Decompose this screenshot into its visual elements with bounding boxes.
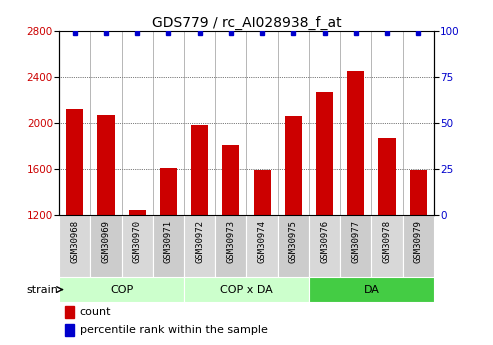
Text: GSM30977: GSM30977 — [352, 220, 360, 263]
Bar — [278, 215, 309, 277]
Bar — [403, 215, 434, 277]
Bar — [184, 277, 309, 302]
Bar — [215, 215, 246, 277]
Text: GSM30979: GSM30979 — [414, 220, 423, 263]
Bar — [191, 125, 208, 215]
Bar — [90, 215, 122, 277]
Bar — [65, 306, 74, 318]
Bar — [285, 116, 302, 215]
Bar — [122, 215, 153, 277]
Bar — [59, 215, 90, 277]
Text: COP x DA: COP x DA — [220, 285, 273, 295]
Bar — [379, 138, 395, 215]
Text: DA: DA — [363, 285, 379, 295]
Bar — [309, 215, 340, 277]
Text: GSM30971: GSM30971 — [164, 220, 173, 263]
Bar — [410, 170, 427, 215]
Bar — [66, 109, 83, 215]
Text: GSM30969: GSM30969 — [102, 220, 110, 263]
Bar — [347, 71, 364, 215]
Bar — [160, 168, 177, 215]
Text: GSM30968: GSM30968 — [70, 220, 79, 263]
Text: strain: strain — [27, 285, 59, 295]
Bar — [309, 277, 434, 302]
Text: percentile rank within the sample: percentile rank within the sample — [80, 325, 268, 335]
Bar — [253, 170, 271, 215]
Bar — [153, 215, 184, 277]
Text: GSM30978: GSM30978 — [383, 220, 391, 263]
Bar — [316, 92, 333, 215]
Text: GSM30975: GSM30975 — [289, 220, 298, 263]
Bar — [222, 145, 240, 215]
Bar — [59, 277, 184, 302]
Bar — [371, 215, 403, 277]
Text: count: count — [80, 307, 111, 317]
Text: GSM30972: GSM30972 — [195, 220, 204, 263]
Text: COP: COP — [110, 285, 133, 295]
Bar — [129, 210, 146, 215]
Bar — [65, 324, 74, 336]
Text: GSM30976: GSM30976 — [320, 220, 329, 263]
Bar — [340, 215, 371, 277]
Text: GSM30973: GSM30973 — [226, 220, 235, 263]
Bar — [184, 215, 215, 277]
Title: GDS779 / rc_AI028938_f_at: GDS779 / rc_AI028938_f_at — [152, 16, 341, 30]
Text: GSM30970: GSM30970 — [133, 220, 141, 263]
Bar — [98, 115, 114, 215]
Text: GSM30974: GSM30974 — [258, 220, 267, 263]
Bar — [246, 215, 278, 277]
